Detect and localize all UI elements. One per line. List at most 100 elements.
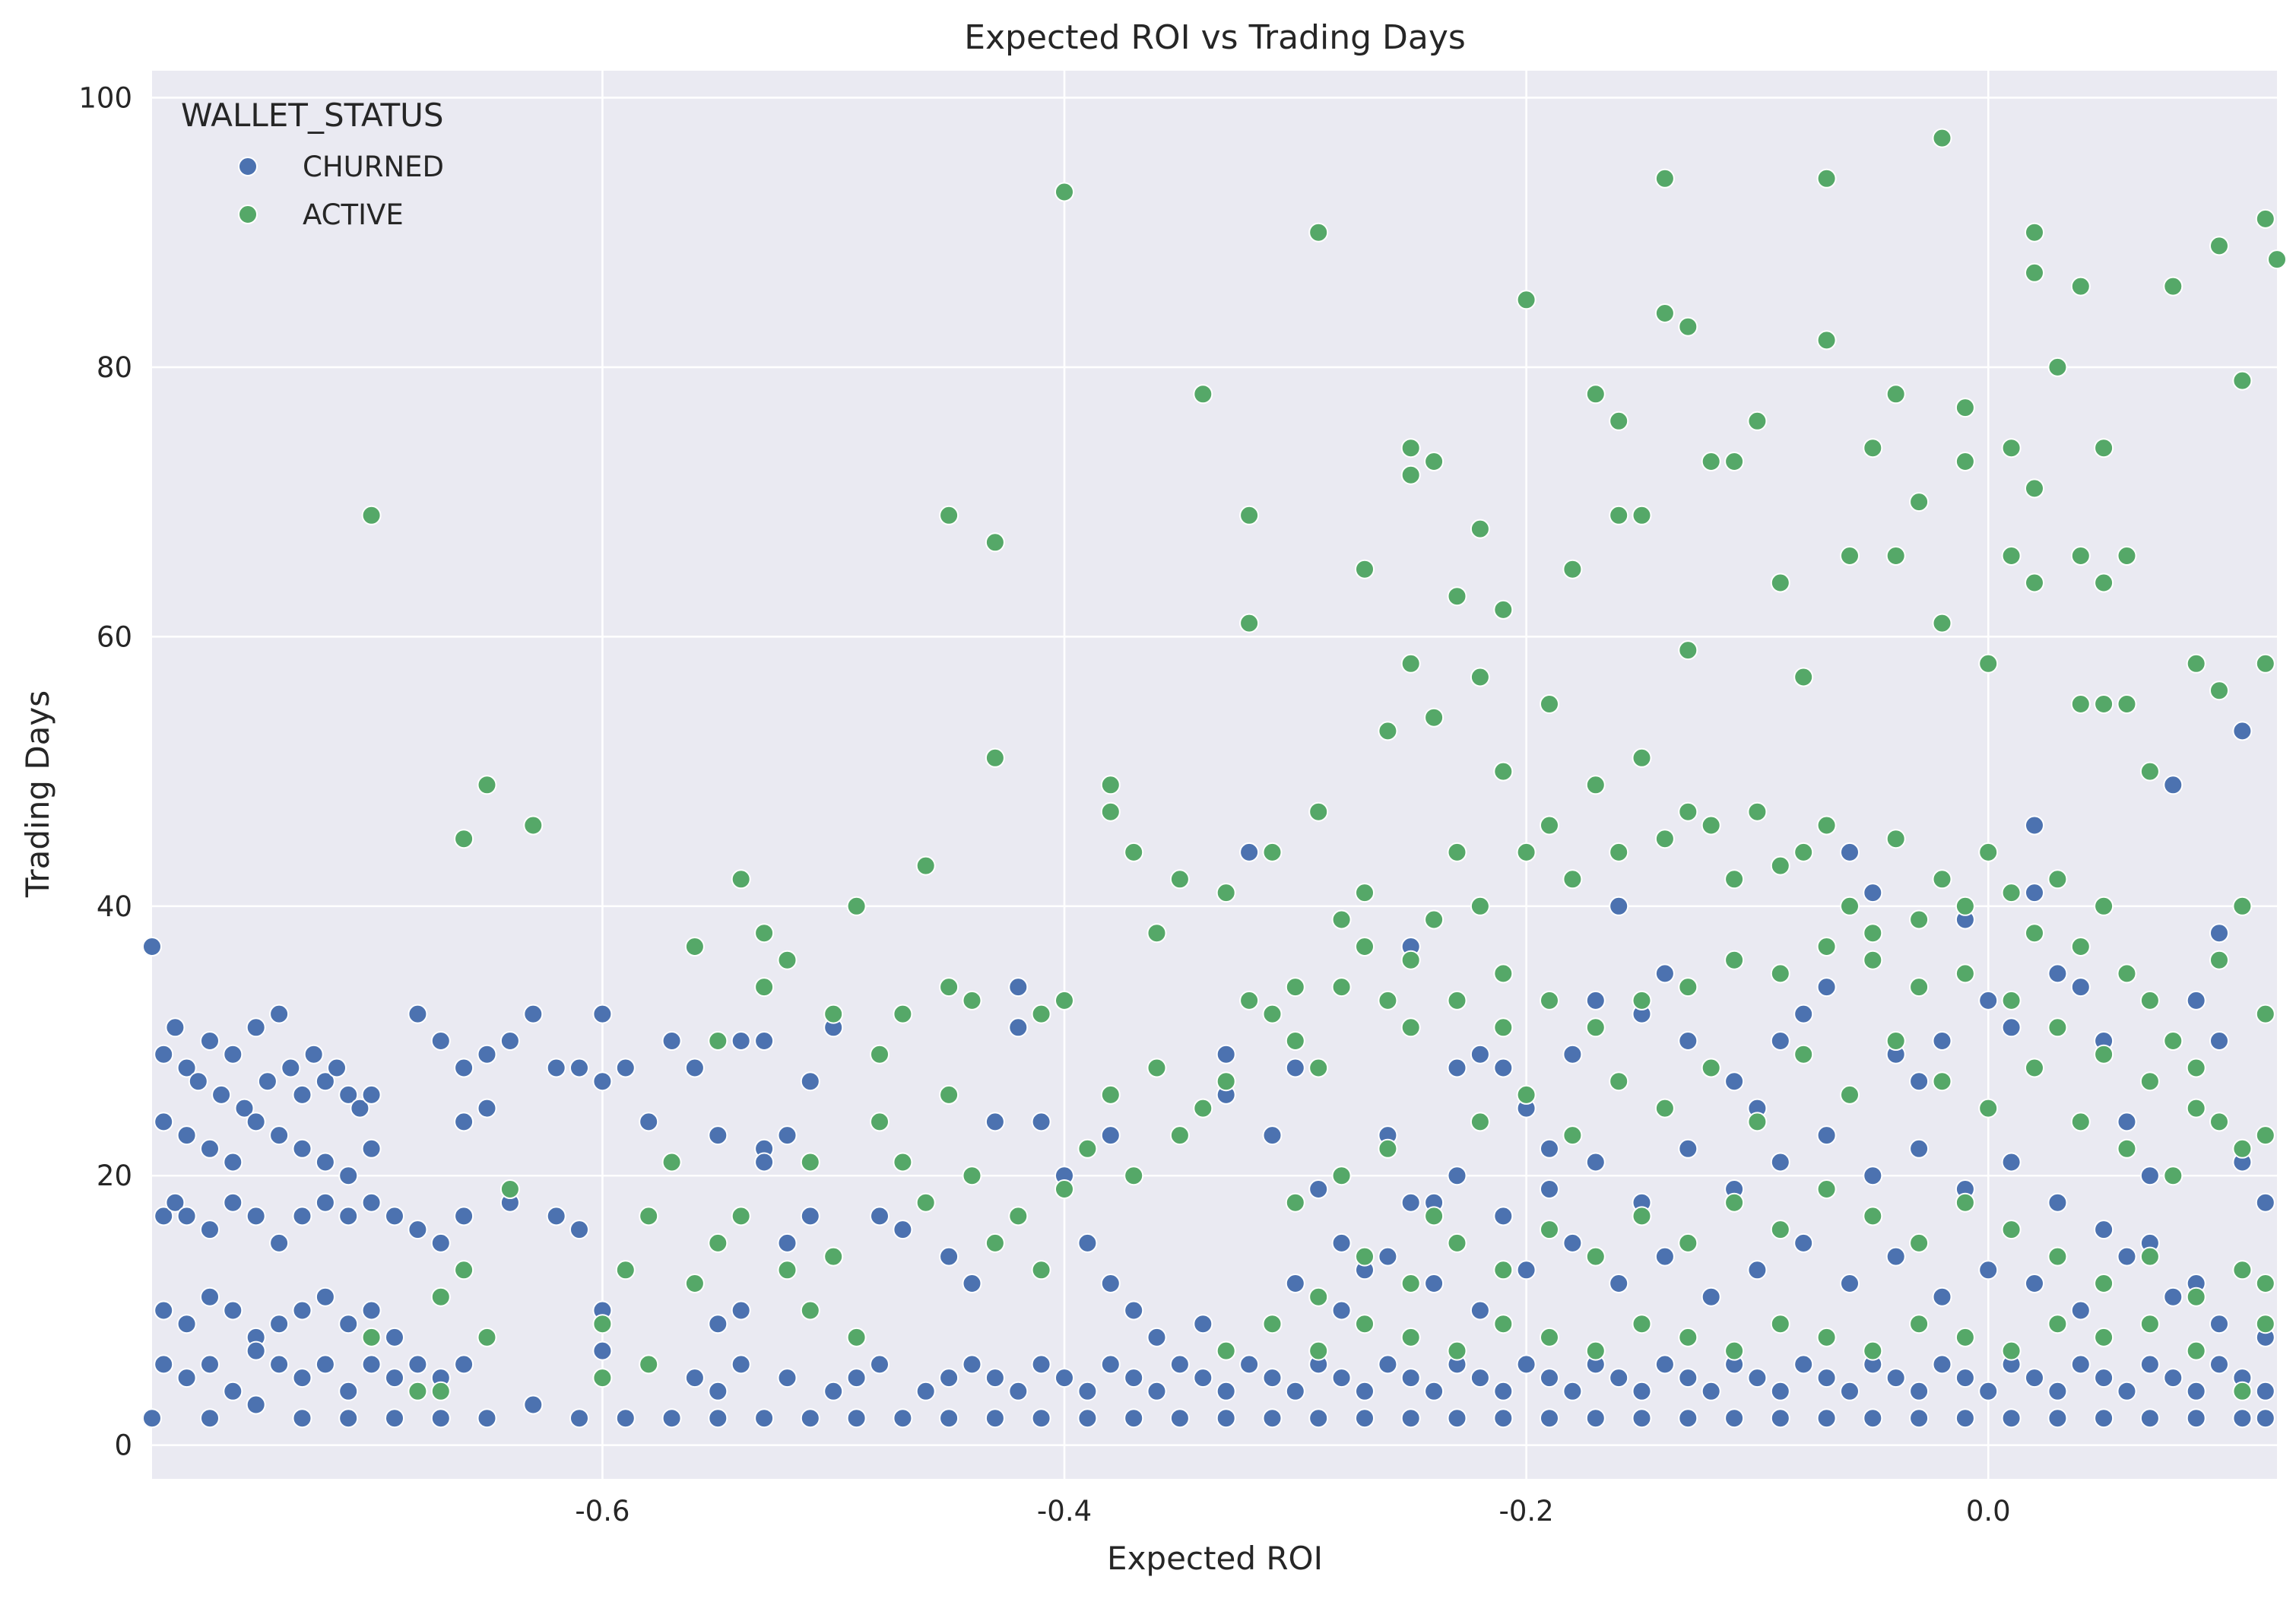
data-point-churned xyxy=(1585,1408,1606,1429)
data-point-active xyxy=(684,1274,705,1293)
data-point-churned xyxy=(939,1368,959,1388)
data-point-active xyxy=(1239,990,1260,1010)
data-point-active xyxy=(1470,1112,1490,1132)
data-point-active xyxy=(2070,546,2091,566)
data-point-active xyxy=(1770,963,1790,984)
data-point-churned xyxy=(523,1004,544,1024)
data-point-churned xyxy=(615,1408,636,1429)
data-point-churned xyxy=(361,1354,382,1375)
data-point-active xyxy=(2001,1340,2022,1361)
data-point-churned xyxy=(2094,1368,2114,1388)
data-point-active xyxy=(1816,815,1837,836)
data-point-active xyxy=(1632,990,1652,1010)
data-point-active xyxy=(1378,1138,1398,1159)
data-point-active xyxy=(2209,681,2229,701)
data-point-active xyxy=(1378,721,1398,741)
data-point-active xyxy=(1400,1327,1421,1347)
data-point-active xyxy=(708,1233,728,1253)
data-point-active xyxy=(1909,1314,1930,1334)
data-point-churned xyxy=(754,1152,775,1172)
x-tick-label: -0.6 xyxy=(575,1495,629,1528)
data-point-active xyxy=(454,829,474,849)
data-point-active xyxy=(823,1004,844,1024)
data-point-active xyxy=(1609,505,1629,525)
data-point-active xyxy=(1678,977,1698,998)
data-point-active xyxy=(846,1327,867,1347)
data-point-churned xyxy=(2025,1274,2044,1293)
data-point-churned xyxy=(1355,1381,1375,1401)
data-point-churned xyxy=(454,1112,474,1132)
data-point-active xyxy=(1747,1112,1768,1132)
data-point-active xyxy=(1100,775,1121,795)
data-point-churned xyxy=(1609,1368,1629,1388)
data-point-active xyxy=(1585,384,1606,405)
data-point-active xyxy=(2094,1274,2114,1293)
data-point-churned xyxy=(477,1098,497,1118)
data-point-churned xyxy=(777,1368,798,1388)
data-point-active xyxy=(1724,1340,1745,1361)
data-point-churned xyxy=(2001,1017,2022,1038)
data-point-churned xyxy=(350,1098,370,1118)
data-point-churned xyxy=(1077,1233,1098,1253)
data-point-churned xyxy=(1885,1368,1906,1388)
data-point-churned xyxy=(1493,1408,1514,1429)
data-point-active xyxy=(800,1300,820,1321)
data-point-churned xyxy=(1932,1354,1952,1375)
data-point-active xyxy=(1331,1166,1352,1186)
data-point-active xyxy=(2001,883,2022,903)
data-point-active xyxy=(1355,937,1375,957)
data-point-churned xyxy=(985,1112,1005,1132)
data-point-churned xyxy=(454,1354,474,1375)
data-point-churned xyxy=(985,1408,1005,1429)
data-point-churned xyxy=(338,1381,359,1401)
data-point-active xyxy=(2047,357,2068,377)
data-point-churned xyxy=(269,1354,290,1375)
data-point-churned xyxy=(754,1031,775,1051)
data-point-active xyxy=(1216,883,1236,903)
data-point-churned xyxy=(1100,1274,1121,1293)
data-point-active xyxy=(870,1044,890,1064)
data-point-active xyxy=(1562,869,1583,890)
data-point-active xyxy=(2117,1138,2137,1159)
data-point-active xyxy=(1632,1206,1652,1226)
data-point-churned xyxy=(2232,721,2253,741)
data-point-churned xyxy=(1770,1381,1790,1401)
data-point-active xyxy=(2255,208,2275,229)
data-point-churned xyxy=(176,1368,197,1388)
data-point-active xyxy=(1146,923,1167,944)
data-point-churned xyxy=(385,1408,404,1429)
data-point-churned xyxy=(200,1286,220,1307)
data-point-active xyxy=(1770,573,1790,593)
data-point-churned xyxy=(1609,896,1629,916)
data-point-churned xyxy=(246,1340,266,1361)
data-point-active xyxy=(823,1246,844,1267)
data-point-active xyxy=(2186,1286,2206,1307)
data-point-active xyxy=(1077,1138,1098,1159)
data-point-churned xyxy=(1100,1125,1121,1146)
data-point-churned xyxy=(661,1031,682,1051)
data-point-active xyxy=(1447,1340,1467,1361)
data-point-churned xyxy=(281,1058,301,1078)
data-point-active xyxy=(2047,1246,2068,1267)
data-point-churned xyxy=(361,1192,382,1213)
data-point-churned xyxy=(1585,1152,1606,1172)
data-point-active xyxy=(2001,990,2022,1010)
data-point-churned xyxy=(1909,1408,1930,1429)
data-point-active xyxy=(800,1152,820,1172)
data-point-active xyxy=(1516,1084,1536,1105)
data-point-active xyxy=(1816,1179,1837,1199)
data-point-churned xyxy=(569,1058,589,1078)
data-point-churned xyxy=(269,1233,290,1253)
data-point-churned xyxy=(1955,1368,1975,1388)
data-point-active xyxy=(2255,653,2275,674)
data-point-churned xyxy=(1701,1381,1721,1401)
data-point-churned xyxy=(985,1368,1005,1388)
data-point-churned xyxy=(777,1125,798,1146)
data-point-active xyxy=(2025,573,2044,593)
x-axis-title: Expected ROI xyxy=(1107,1540,1323,1577)
data-point-churned xyxy=(408,1004,428,1024)
data-point-churned xyxy=(2047,1408,2068,1429)
data-point-active xyxy=(2255,1314,2275,1334)
data-point-active xyxy=(408,1381,428,1401)
data-point-active xyxy=(2209,1112,2229,1132)
